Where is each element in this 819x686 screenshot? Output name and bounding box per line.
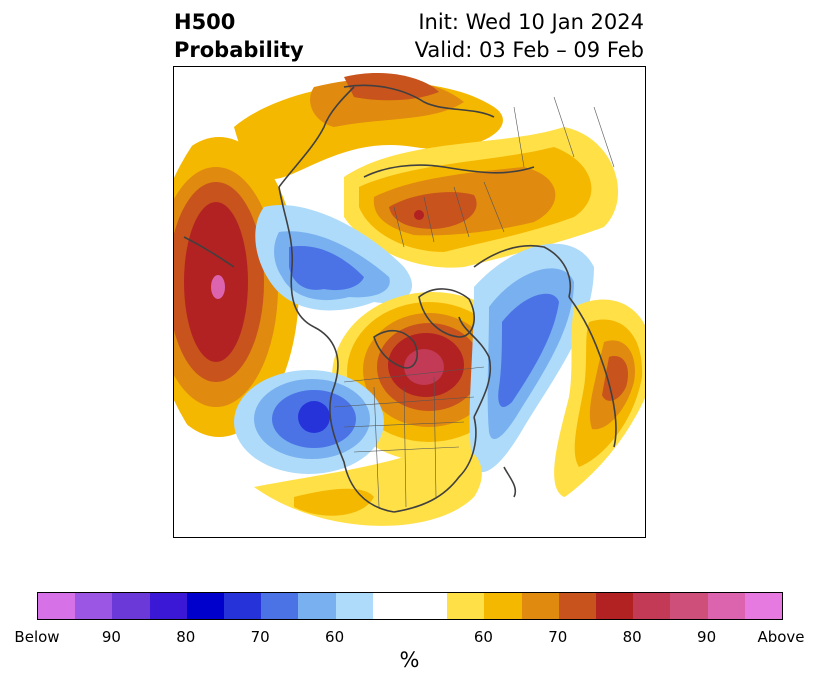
colorbar-tick-label: 80	[622, 628, 642, 646]
colorbar-segment	[112, 593, 150, 619]
colorbar-tick-label: 90	[697, 628, 717, 646]
atlantic-positive-anomaly	[554, 299, 645, 497]
title-product: Probability	[174, 38, 304, 62]
west-us-negative-anomaly	[234, 370, 384, 474]
title-variable: H500	[174, 10, 236, 34]
colorbar-tick-label: 90	[101, 628, 121, 646]
pacific-positive-anomaly	[174, 137, 299, 437]
colorbar	[37, 592, 783, 620]
colorbar-segment	[149, 593, 187, 619]
colorbar-tick-label: 70	[250, 628, 270, 646]
colorbar-unit: %	[399, 648, 420, 672]
colorbar-segment	[558, 593, 597, 619]
colorbar-tick-label: 70	[548, 628, 568, 646]
colorbar-tick-label: Above	[757, 628, 805, 646]
colorbar-segment	[744, 593, 783, 619]
borders	[333, 96, 615, 508]
colorbar-segment	[447, 593, 485, 619]
colorbar-segment	[75, 593, 113, 619]
colorbar-segment	[372, 593, 448, 619]
title-init-date: Init: Wed 10 Jan 2024	[418, 10, 644, 34]
map-svg	[174, 67, 645, 537]
colorbar-segment	[707, 593, 745, 619]
colorbar-tick-label: Below	[14, 628, 60, 646]
colorbar-segment	[224, 593, 262, 619]
colorbar-segment	[38, 593, 76, 619]
colorbar-segment	[186, 593, 225, 619]
colorbar-segment	[633, 593, 671, 619]
colorbar-segment	[596, 593, 634, 619]
colorbar-segment	[298, 593, 336, 619]
title-valid-range: Valid: 03 Feb – 09 Feb	[414, 38, 644, 62]
colorbar-tick-label: 60	[325, 628, 345, 646]
probability-map	[173, 66, 646, 538]
colorbar-segment	[521, 593, 559, 619]
colorbar-ticks: Below 90 80 70 60 60 70 80 90 Above	[0, 628, 819, 648]
colorbar-segment	[670, 593, 708, 619]
title-right: Init: Wed 10 Jan 2024 Valid: 03 Feb – 09…	[415, 8, 644, 64]
title-left: H500 Probability	[174, 8, 304, 64]
southeast-us-positive-anomaly	[254, 445, 482, 526]
colorbar-tick-label: 60	[473, 628, 493, 646]
europe-positive-anomaly	[344, 127, 619, 268]
alaska-negative-anomaly	[255, 205, 413, 311]
atlantic-negative-anomaly	[469, 243, 594, 473]
colorbar-segment	[335, 593, 373, 619]
colorbar-segment	[261, 593, 299, 619]
coastlines	[183, 84, 617, 513]
colorbar-segment	[484, 593, 522, 619]
colorbar-tick-label: 80	[176, 628, 196, 646]
